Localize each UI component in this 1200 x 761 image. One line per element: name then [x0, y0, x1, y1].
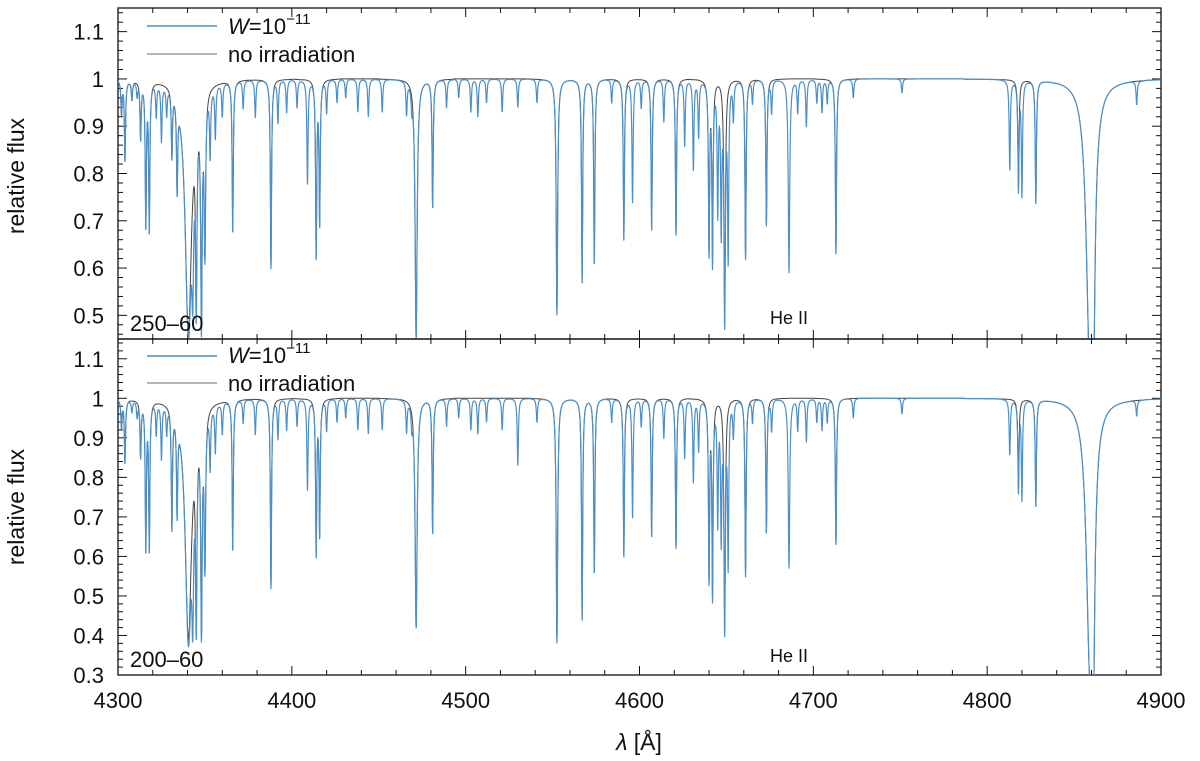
bottom-panel: 0.3 0.4 0.5 0.6 0.7 0.8 0.9 1 1.1 4300 4400 4500 46… — [3, 338, 1186, 755]
top-panel-label: 250–60 — [130, 311, 203, 336]
y-tick-label: 0.9 — [73, 426, 104, 451]
y-tick-label: 0.6 — [73, 544, 104, 569]
top-panel-y-tick-labels: 0.5 0.6 0.7 0.8 0.9 1 1.1 — [73, 20, 104, 329]
y-tick-label: 0.7 — [73, 505, 104, 530]
x-tick-label: 4900 — [1137, 688, 1186, 713]
bottom-panel-series — [118, 397, 1161, 675]
y-tick-label: 0.8 — [73, 162, 104, 187]
x-tick-label: 4600 — [615, 688, 664, 713]
legend-label-no-irradiation: no irradiation — [228, 42, 355, 67]
series-line-w — [118, 78, 1161, 339]
y-tick-label: 0.5 — [73, 584, 104, 609]
y-tick-label: 0.4 — [73, 623, 104, 648]
y-tick-label: 0.9 — [73, 114, 104, 139]
x-tick-label: 4400 — [267, 688, 316, 713]
x-axis-label: λ [Å] — [614, 728, 662, 755]
bottom-panel-y-tick-labels: 0.3 0.4 0.5 0.6 0.7 0.8 0.9 1 1.1 — [73, 347, 104, 688]
top-panel-series — [118, 78, 1161, 339]
y-tick-label: 0.8 — [73, 465, 104, 490]
top-panel-he-ii-annotation: He II — [770, 308, 808, 328]
legend-label-no-irradiation: no irradiation — [228, 371, 355, 396]
series-line-no-irradiation — [118, 397, 1161, 675]
series-line-w — [118, 397, 1161, 675]
top-panel-ylabel: relative flux — [3, 117, 29, 234]
bottom-panel-legend: W=10−11 no irradiation — [147, 340, 355, 396]
x-tick-label: 4800 — [963, 688, 1012, 713]
x-tick-label: 4500 — [441, 688, 490, 713]
y-tick-label: 1 — [92, 386, 104, 411]
y-tick-label: 0.3 — [73, 663, 104, 688]
bottom-panel-label: 200–60 — [130, 647, 203, 672]
top-panel: 0.5 0.6 0.7 0.8 0.9 1 1.1 relative flux W=10−1… — [3, 7, 1162, 340]
y-tick-label: 0.7 — [73, 209, 104, 234]
bottom-panel-he-ii-annotation: He II — [770, 646, 808, 666]
x-tick-labels: 4300 4400 4500 4600 4700 4800 4900 — [94, 688, 1186, 713]
top-panel-legend: W=10−11 no irradiation — [147, 11, 355, 67]
x-tick-label: 4300 — [94, 688, 143, 713]
y-tick-label: 0.6 — [73, 256, 104, 281]
bottom-panel-ylabel: relative flux — [3, 448, 29, 565]
y-tick-label: 1.1 — [73, 347, 104, 372]
top-panel-ticks — [117, 8, 1162, 339]
x-tick-label: 4700 — [789, 688, 838, 713]
legend-label-w: W=10−11 — [228, 340, 310, 368]
legend-label-w: W=10−11 — [228, 11, 310, 39]
y-tick-label: 1 — [92, 67, 104, 92]
y-tick-label: 0.5 — [73, 303, 104, 328]
y-tick-label: 1.1 — [73, 20, 104, 45]
bottom-panel-ticks — [117, 339, 1162, 676]
